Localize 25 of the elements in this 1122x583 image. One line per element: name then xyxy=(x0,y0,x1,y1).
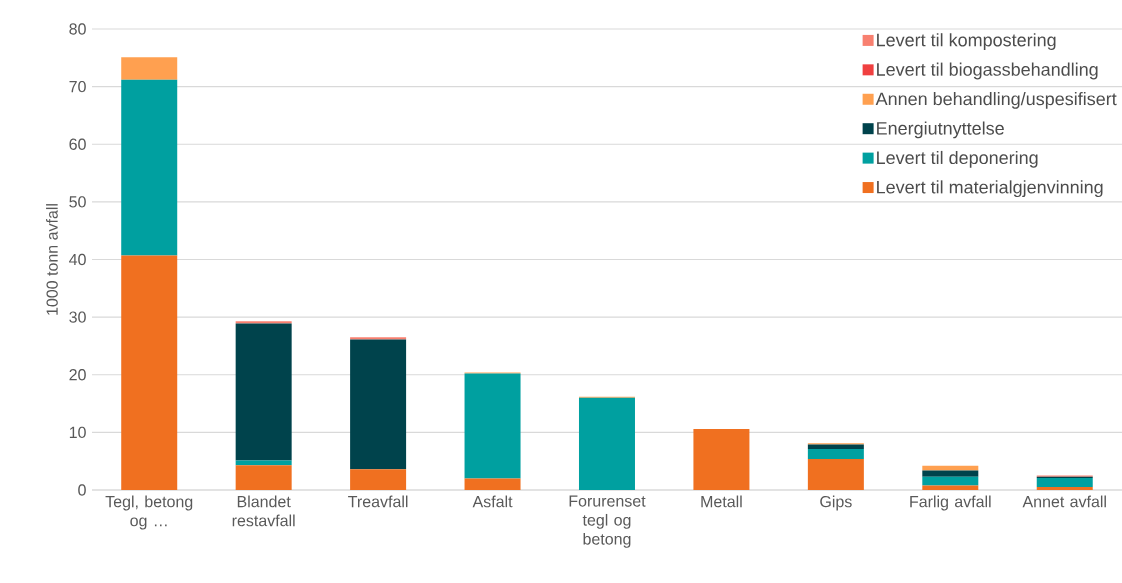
legend-label: Energiutnyttelse xyxy=(877,121,1004,139)
x-tick-label: Annet avfall xyxy=(1022,495,1106,508)
legend-label: Annen behandling/uspesifisert xyxy=(875,92,1117,109)
y-tick-label: 10 xyxy=(69,426,86,439)
x-tick-label: Metall xyxy=(701,495,742,508)
y-tick-label: 30 xyxy=(69,311,86,323)
x-tick-label: Blandet restavfall xyxy=(232,495,295,527)
y-tick-label: 40 xyxy=(69,253,86,266)
y-axis-title: 1000 tonn avfall xyxy=(46,204,58,315)
x-tick-label: Treavfall xyxy=(348,495,408,508)
x-tick-label: Forurenset tegl og betong xyxy=(569,495,646,548)
y-tick-label: 60 xyxy=(69,138,86,150)
y-tick-label: 70 xyxy=(69,80,86,93)
y-tick-label: 80 xyxy=(69,23,86,35)
x-tick-label: Asfalt xyxy=(472,495,513,508)
x-tick-label: Tegl, betong og … xyxy=(105,495,193,530)
y-tick-label: 50 xyxy=(69,196,86,208)
x-tick-label: Farlig avfall xyxy=(910,495,991,511)
legend-label: Levert til kompostering xyxy=(877,33,1056,50)
y-tick-label: 0 xyxy=(78,484,86,496)
legend-label: Levert til biogassbehandling xyxy=(877,62,1098,80)
legend-label: Levert til deponering xyxy=(877,150,1038,168)
x-tick-label: Gips xyxy=(820,495,852,511)
y-tick-label: 20 xyxy=(69,369,86,381)
legend-label: Levert til materialgjenvinning xyxy=(877,180,1103,198)
